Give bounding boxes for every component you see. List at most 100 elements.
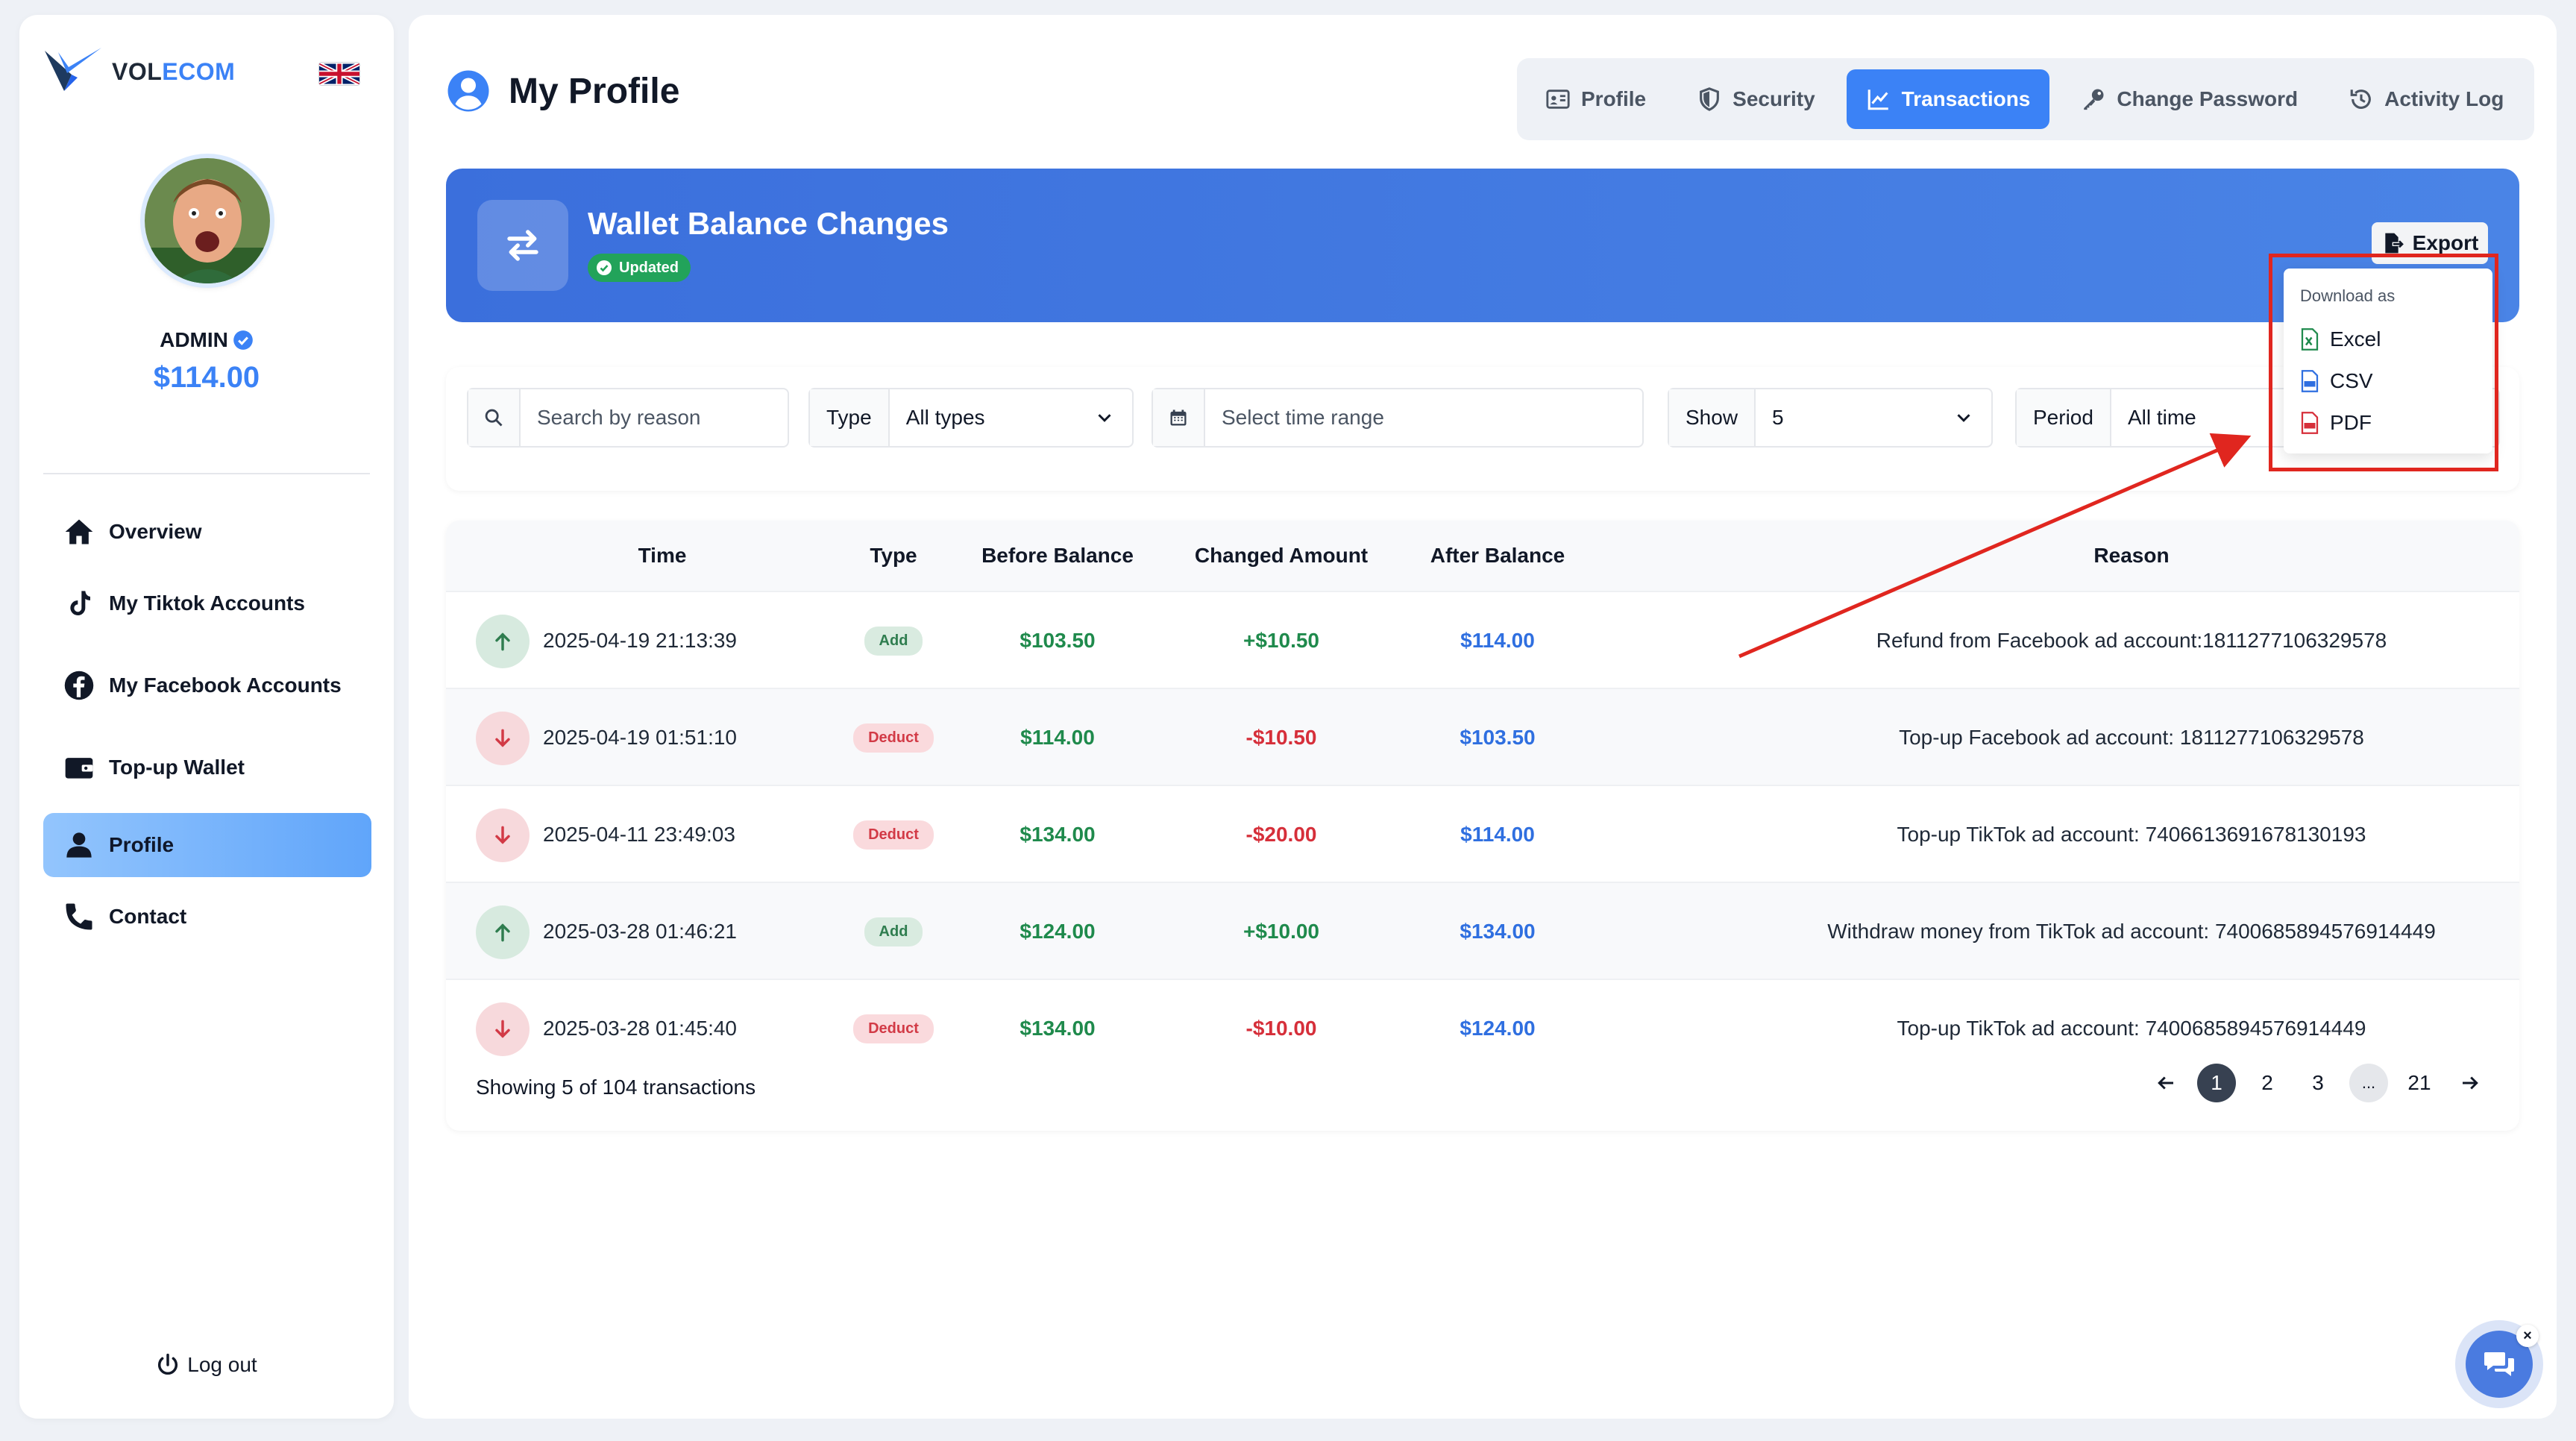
- column-header[interactable]: After Balance: [1430, 544, 1565, 567]
- profile-tabs: Profile Security Transactions Change Pas…: [1517, 58, 2534, 140]
- chat-button[interactable]: ×: [2455, 1320, 2543, 1408]
- export-pdf-option[interactable]: PDF: [2300, 404, 2372, 442]
- search-icon: [468, 389, 521, 446]
- sidebar-item-contact[interactable]: Contact: [43, 885, 371, 949]
- tab-transactions[interactable]: Transactions: [1846, 69, 2050, 129]
- arrow-down-icon: [476, 809, 530, 862]
- cell-before-balance: $134.00: [1020, 1017, 1096, 1040]
- sidebar-divider: [43, 473, 370, 474]
- type-badge: Deduct: [853, 1014, 934, 1043]
- brand-logo[interactable]: VOLECOM: [42, 45, 235, 98]
- cell-changed-amount: +$10.50: [1243, 629, 1319, 652]
- arrow-left-icon: [2158, 1076, 2173, 1090]
- user-name: ADMIN: [19, 328, 394, 352]
- sidebar: VOLECOM ADMIN $114.00 Overview: [19, 15, 394, 1419]
- facebook-icon: [61, 668, 97, 703]
- pagination-summary: Showing 5 of 104 transactions: [476, 1076, 756, 1099]
- type-badge: Deduct: [853, 723, 934, 753]
- avatar[interactable]: [145, 158, 270, 283]
- tiktok-icon: [61, 585, 97, 621]
- brand-name: VOLECOM: [112, 57, 236, 85]
- cell-before-balance: $124.00: [1020, 920, 1096, 943]
- language-flag-icon[interactable]: [319, 63, 359, 85]
- column-header[interactable]: Type: [870, 544, 917, 567]
- wallet-banner: Wallet Balance Changes Updated: [446, 169, 2519, 322]
- page-button[interactable]: 1: [2197, 1064, 2236, 1102]
- export-menu-title: Download as: [2300, 286, 2396, 305]
- export-menu: Download as Excel CSV PDF: [2284, 269, 2492, 453]
- status-badge: Updated: [588, 254, 691, 282]
- filter-bar: Search by reason Type All types Select t…: [446, 367, 2519, 491]
- logout-button[interactable]: Log out: [19, 1353, 394, 1377]
- cell-before-balance: $114.00: [1020, 726, 1095, 749]
- shield-icon: [1700, 87, 1720, 111]
- cell-after-balance: $114.00: [1460, 823, 1535, 846]
- tab-change-password[interactable]: Change Password: [2061, 69, 2317, 129]
- time-range-input[interactable]: Select time range: [1152, 388, 1644, 448]
- table-row[interactable]: 2025-04-19 21:13:39 Add $103.50 +$10.50 …: [446, 591, 2519, 689]
- cell-changed-amount: +$10.00: [1243, 920, 1319, 943]
- chevron-down-icon: [1098, 414, 1111, 422]
- sidebar-item-profile[interactable]: Profile: [43, 813, 371, 877]
- user-circle-icon: [447, 70, 489, 112]
- table-row[interactable]: 2025-04-19 01:51:10 Deduct $114.00 -$10.…: [446, 688, 2519, 786]
- user-balance: $114.00: [153, 361, 260, 394]
- type-badge: Add: [864, 917, 923, 946]
- cell-time: 2025-03-28 01:46:21: [543, 920, 737, 943]
- cell-before-balance: $103.50: [1020, 629, 1096, 652]
- table-row[interactable]: 2025-03-28 01:46:21 Add $124.00 +$10.00 …: [446, 882, 2519, 980]
- tab-security[interactable]: Security: [1677, 69, 1835, 129]
- key-icon: [2084, 89, 2104, 110]
- cell-after-balance: $114.00: [1460, 629, 1535, 652]
- sidebar-item-label: Top-up Wallet: [109, 756, 245, 779]
- sidebar-item-topup-wallet[interactable]: Top-up Wallet: [43, 735, 371, 800]
- table-row[interactable]: 2025-03-28 01:45:40 Deduct $134.00 -$10.…: [446, 979, 2519, 1077]
- cell-reason: Refund from Facebook ad account:18112771…: [1876, 629, 2387, 652]
- column-header[interactable]: Reason: [2093, 544, 2170, 567]
- cell-reason: Top-up TikTok ad account: 74066136916781…: [1897, 823, 2366, 846]
- cell-reason: Top-up TikTok ad account: 74006858945769…: [1897, 1017, 2366, 1040]
- page-button[interactable]: 21: [2407, 1071, 2431, 1094]
- export-excel-option[interactable]: Excel: [2300, 321, 2381, 358]
- column-header[interactable]: Before Balance: [981, 544, 1134, 567]
- tab-activity-log[interactable]: Activity Log: [2329, 69, 2523, 129]
- search-input[interactable]: Search by reason: [467, 388, 789, 448]
- table-row[interactable]: 2025-04-11 23:49:03 Deduct $134.00 -$20.…: [446, 785, 2519, 883]
- close-icon[interactable]: ×: [2516, 1325, 2539, 1347]
- annotation-highlight-box: [2269, 254, 2498, 471]
- show-select[interactable]: Show 5: [1668, 388, 1993, 448]
- history-icon: [2350, 90, 2371, 109]
- csv-file-icon: [2301, 370, 2319, 392]
- export-csv-option[interactable]: CSV: [2300, 362, 2373, 400]
- sidebar-item-label: Profile: [109, 833, 175, 856]
- page-button[interactable]: 3: [2312, 1071, 2324, 1094]
- tab-profile[interactable]: Profile: [1526, 69, 1665, 129]
- id-card-icon: [1546, 90, 1570, 109]
- user-icon: [61, 827, 97, 863]
- chart-line-icon: [1867, 90, 1888, 110]
- wallet-icon: [61, 750, 97, 785]
- table-header: Time Type Before Balance Changed Amount …: [446, 521, 2519, 591]
- column-header[interactable]: Time: [638, 544, 687, 567]
- sidebar-item-overview[interactable]: Overview: [43, 500, 371, 564]
- arrow-right-icon: [2463, 1076, 2478, 1090]
- type-select[interactable]: Type All types: [808, 388, 1134, 448]
- check-circle-icon: [597, 260, 612, 275]
- cell-changed-amount: -$10.50: [1245, 726, 1317, 749]
- cell-time: 2025-04-19 21:13:39: [543, 629, 737, 652]
- page-button[interactable]: 2: [2261, 1071, 2273, 1094]
- type-badge: Add: [864, 626, 923, 656]
- cell-reason: Withdraw money from TikTok ad account: 7…: [1827, 920, 2436, 943]
- logo-icon: [45, 48, 101, 91]
- page-ellipsis: ...: [2349, 1064, 2388, 1102]
- prev-page-button[interactable]: [2146, 1064, 2185, 1102]
- column-header[interactable]: Changed Amount: [1194, 544, 1369, 567]
- cell-time: 2025-03-28 01:45:40: [543, 1017, 737, 1040]
- sidebar-item-facebook-accounts[interactable]: My Facebook Accounts: [43, 653, 371, 718]
- sidebar-item-tiktok-accounts[interactable]: My Tiktok Accounts: [43, 571, 371, 635]
- cell-reason: Top-up Facebook ad account: 181127710632…: [1899, 726, 2364, 749]
- next-page-button[interactable]: [2451, 1064, 2489, 1102]
- cell-time: 2025-04-19 01:51:10: [543, 726, 737, 749]
- transactions-table: Time Type Before Balance Changed Amount …: [446, 521, 2519, 1131]
- calendar-icon: [1153, 389, 1205, 446]
